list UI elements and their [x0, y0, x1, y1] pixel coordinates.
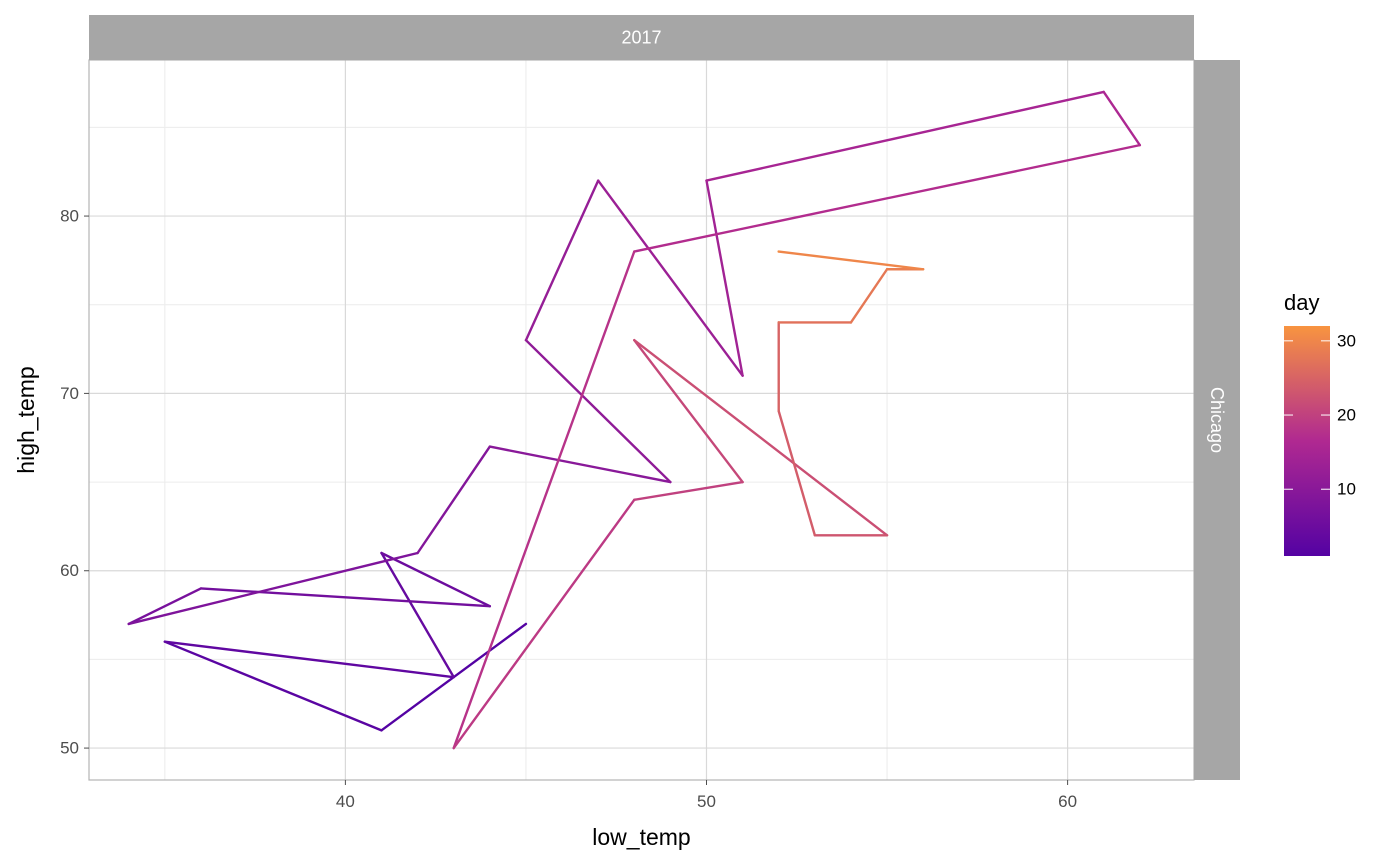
gridlines	[89, 60, 1194, 780]
series-segment	[163, 640, 455, 679]
facet-strip-year	[89, 15, 1194, 60]
series-segment	[633, 338, 744, 484]
series-segment	[452, 498, 636, 750]
facet-label-year: 2017	[621, 28, 661, 48]
y-tick-label: 80	[60, 207, 79, 226]
series-segment	[849, 268, 889, 324]
series-segment	[416, 445, 492, 555]
facet-strip-city	[1194, 60, 1240, 780]
series-segment	[705, 90, 1105, 182]
series-segment	[380, 551, 455, 679]
series-segment	[127, 587, 203, 626]
series-segment	[777, 409, 817, 537]
series-segment	[452, 250, 636, 750]
series-segment	[633, 338, 889, 537]
x-tick-label: 40	[336, 792, 355, 811]
y-tick-label: 70	[60, 384, 79, 403]
series-segment	[524, 179, 600, 342]
legend-tick-label: 30	[1337, 331, 1356, 350]
series-segment	[596, 179, 744, 377]
x-axis-ticks: 40 50 60	[336, 780, 1077, 811]
series-segment	[633, 143, 1142, 253]
y-axis-title: high_temp	[13, 366, 39, 473]
legend-title: day	[1284, 290, 1319, 315]
legend-ticks: 10 20 30	[1284, 331, 1356, 499]
series-segment	[127, 551, 419, 626]
y-tick-label: 60	[60, 561, 79, 580]
facet-label-city: Chicago	[1207, 387, 1227, 453]
series-segment	[705, 179, 744, 377]
x-tick-label: 60	[1058, 792, 1077, 811]
x-tick-label: 50	[697, 792, 716, 811]
series-segment	[380, 551, 492, 608]
legend-tick-label: 10	[1337, 480, 1356, 499]
series-segment	[633, 480, 744, 502]
series-segment	[199, 587, 492, 608]
series-segment	[1102, 90, 1142, 147]
series-segment	[777, 250, 925, 271]
series-segment	[163, 640, 383, 732]
y-axis-ticks: 50 60 70 80	[60, 207, 89, 758]
x-axis-title: low_temp	[592, 824, 690, 850]
legend-tick-label: 20	[1337, 406, 1356, 425]
series-segment	[488, 445, 672, 484]
series-layer	[127, 90, 1142, 750]
y-tick-label: 50	[60, 739, 79, 758]
legend: day 10 20 30	[1284, 290, 1356, 556]
legend-colorbar	[1284, 326, 1330, 556]
series-segment	[524, 338, 672, 484]
